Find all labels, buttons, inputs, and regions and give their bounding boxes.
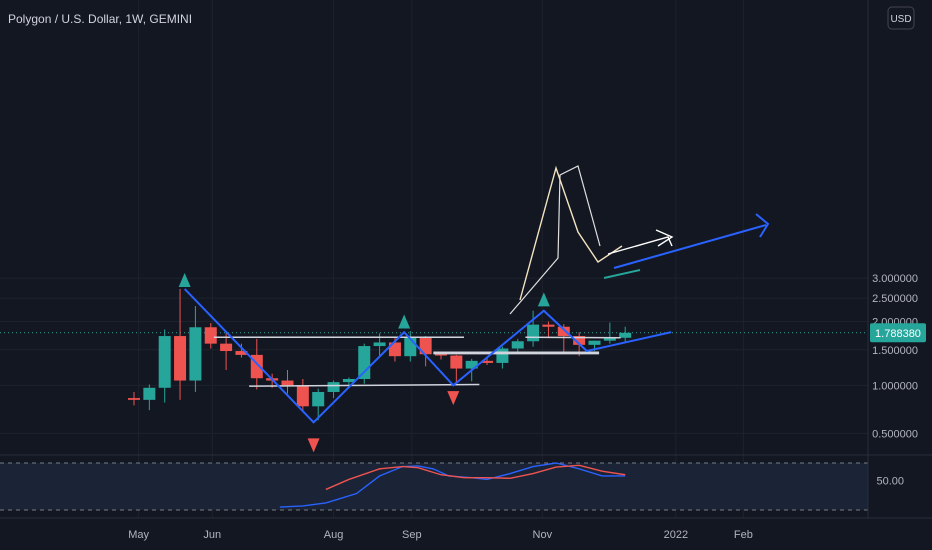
candle-body [435, 354, 447, 356]
candle-body [450, 355, 463, 369]
zigzag-line [183, 288, 672, 424]
candle-body [296, 385, 309, 407]
x-tick-label: Aug [324, 529, 344, 541]
grid [0, 0, 868, 518]
y-tick-label: 1.000000 [872, 380, 918, 392]
y-tick-label: 2.500000 [872, 293, 918, 305]
candle-body [619, 332, 632, 338]
target-arrow-head [655, 229, 674, 247]
candle-body [220, 343, 233, 352]
candles [128, 288, 632, 421]
candle-body [465, 360, 478, 369]
triangle-up-marker [178, 272, 191, 287]
candle-body [235, 351, 248, 355]
y-tick-label: 1.500000 [872, 345, 918, 357]
candle-body [204, 327, 217, 344]
candle-body [358, 346, 371, 379]
oscillator-series-line [325, 464, 626, 491]
projection-triangle [509, 165, 601, 315]
candle-body [388, 342, 401, 357]
zigzag-layer [183, 288, 672, 424]
candle-body [373, 342, 386, 347]
trend-arrow-head [755, 213, 770, 238]
x-axis-ticks: May Jun Aug Sep Nov 2022 Feb [128, 529, 753, 541]
candle-body [419, 336, 432, 355]
drawings [213, 165, 770, 387]
candle-body [281, 380, 294, 386]
candle-body [174, 336, 187, 381]
triangle-down-marker [447, 391, 460, 406]
candle-body [158, 336, 171, 388]
support-mark [603, 269, 641, 279]
triangle-up-marker [398, 314, 411, 329]
candle-body [143, 387, 156, 400]
target-arrow [607, 236, 673, 255]
x-tick-label: Nov [533, 529, 553, 541]
candle-body [128, 398, 140, 400]
oscillator-lines [279, 462, 626, 508]
candle-body [250, 354, 263, 379]
candle-body [542, 324, 555, 327]
candle-body [603, 337, 616, 341]
triangle-down-marker [307, 438, 320, 453]
triangle-up-marker [537, 292, 550, 307]
symbol-title: Polygon / U.S. Dollar, 1W, GEMINI [8, 12, 192, 26]
price-label: 1.788380 [870, 323, 926, 343]
candle-body [189, 327, 202, 381]
candle-body [511, 341, 524, 349]
oscillator-axis-ticks: 50.00 [876, 476, 904, 488]
y-tick-label: 3.000000 [872, 273, 918, 285]
currency-button[interactable]: USD [887, 6, 915, 30]
currency-button-label: USD [890, 14, 911, 25]
candle-body [557, 326, 570, 337]
candle-body [588, 340, 601, 345]
oscillator-tick-label: 50.00 [876, 476, 904, 488]
candle-body [527, 324, 540, 342]
x-tick-label: Sep [402, 529, 422, 541]
candle-body [496, 348, 509, 363]
x-tick-label: 2022 [664, 529, 688, 541]
y-tick-label: 0.500000 [872, 428, 918, 440]
candle-body [481, 360, 494, 363]
horizontal-level-line [249, 383, 480, 387]
candle-body [342, 378, 355, 383]
candle-body [573, 336, 586, 345]
trend-line [613, 224, 767, 269]
harmonic-pattern [519, 165, 623, 301]
x-tick-label: Jun [203, 529, 221, 541]
oscillator-band [0, 463, 868, 510]
candle-body [327, 382, 340, 392]
candle-body [312, 391, 325, 407]
markers [178, 272, 550, 453]
price-label-value: 1.788380 [875, 328, 921, 340]
x-tick-label: Feb [734, 529, 753, 541]
x-tick-label: May [128, 529, 149, 541]
